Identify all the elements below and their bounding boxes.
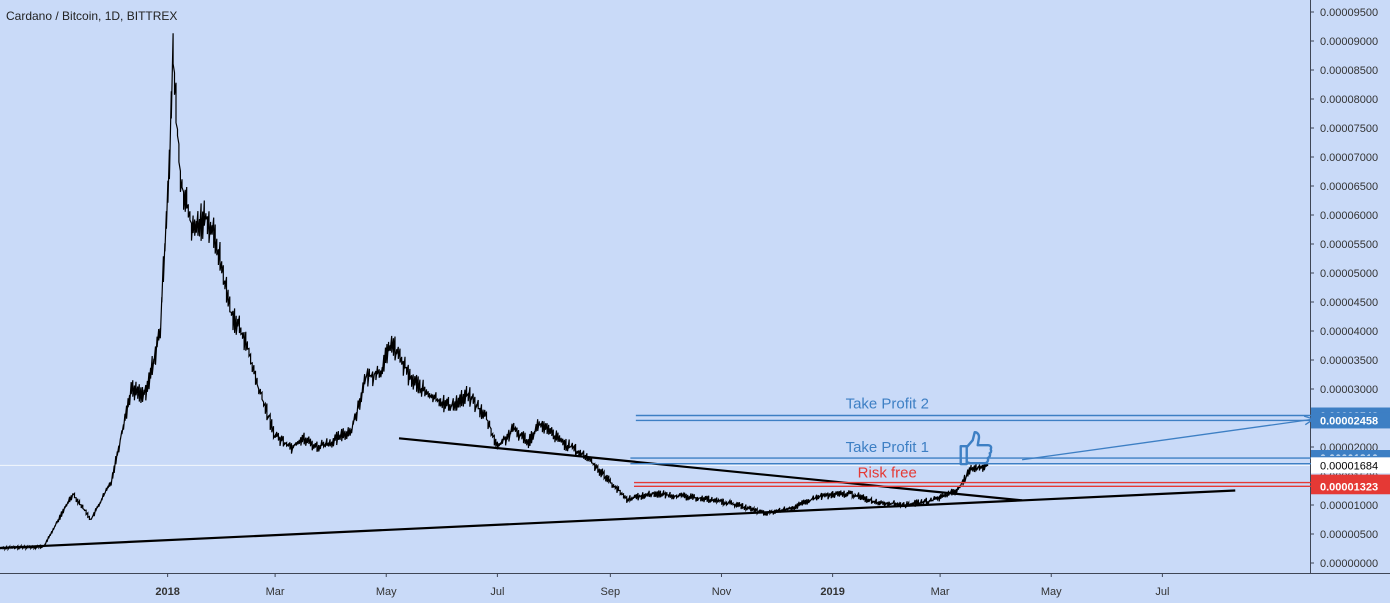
y-tick-label: 0.00000500 (1320, 529, 1378, 541)
target-arrow-line (1022, 418, 1314, 461)
chart-title: Cardano / Bitcoin, 1D, BITTREX (6, 9, 178, 23)
x-tick-label: May (1041, 586, 1062, 598)
y-tick-label: 0.00006000 (1320, 210, 1378, 222)
price-label-text: 0.00002458 (1320, 415, 1378, 427)
x-tick-label: 2018 (155, 586, 179, 598)
take-profit-2-label: Take Profit 2 (846, 396, 929, 413)
thumbs-up-icon (959, 430, 993, 466)
x-tick-label: May (376, 586, 397, 598)
x-tick-label: Mar (266, 586, 285, 598)
x-tick-label: Sep (601, 586, 621, 598)
thumbs-up-shape (959, 430, 993, 466)
y-tick-label: 0.00009000 (1320, 36, 1378, 48)
y-tick-label: 0.00009500 (1320, 7, 1378, 19)
price-label-text: 0.00001323 (1320, 481, 1378, 493)
y-tick-label: 0.00000000 (1320, 558, 1378, 570)
price-label-text: 0.00001684 (1320, 460, 1378, 472)
x-tick-label: Jul (490, 586, 504, 598)
y-tick-label: 0.00006500 (1320, 181, 1378, 193)
y-tick-label: 0.00004000 (1320, 326, 1378, 338)
y-tick-label: 0.00005500 (1320, 239, 1378, 251)
price-series-line (0, 33, 989, 552)
y-tick-label: 0.00007500 (1320, 123, 1378, 135)
take-profit-1-label: Take Profit 1 (846, 439, 929, 456)
x-tick-label: Jul (1155, 586, 1169, 598)
y-tick-label: 0.00005000 (1320, 268, 1378, 280)
x-tick-label: Nov (712, 586, 732, 598)
y-tick-label: 0.00004500 (1320, 297, 1378, 309)
price-label-box (1311, 412, 1390, 429)
upper-trendline (398, 437, 1023, 502)
y-tick-label: 0.00001000 (1320, 500, 1378, 512)
price-axis-area (1310, 0, 1390, 603)
x-tick-label: Mar (931, 586, 950, 598)
y-tick-label: 0.00008000 (1320, 94, 1378, 106)
x-tick-label: 2019 (820, 586, 844, 598)
y-tick-label: 0.00007000 (1320, 152, 1378, 164)
lower-trendline (0, 489, 1236, 550)
y-tick-label: 0.00008500 (1320, 65, 1378, 77)
price-label-box (1311, 478, 1390, 495)
y-tick-label: 0.00003500 (1320, 355, 1378, 367)
y-tick-label: 0.00003000 (1320, 384, 1378, 396)
risk-free-label: Risk free (858, 465, 917, 482)
price-label-box (1311, 457, 1390, 474)
